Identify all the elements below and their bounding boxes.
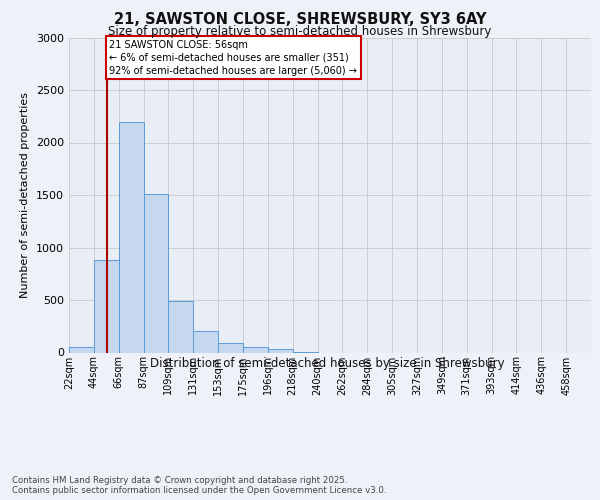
Bar	[218, 343, 243, 352]
Bar	[243, 346, 268, 352]
Bar	[119, 122, 143, 352]
Bar	[169, 301, 193, 352]
Bar	[69, 346, 94, 352]
Text: 21 SAWSTON CLOSE: 56sqm
← 6% of semi-detached houses are smaller (351)
92% of se: 21 SAWSTON CLOSE: 56sqm ← 6% of semi-det…	[109, 40, 357, 76]
Bar	[143, 194, 169, 352]
Bar	[268, 350, 293, 352]
Text: Size of property relative to semi-detached houses in Shrewsbury: Size of property relative to semi-detach…	[109, 25, 491, 38]
Bar	[193, 331, 218, 352]
Text: Contains HM Land Registry data © Crown copyright and database right 2025.
Contai: Contains HM Land Registry data © Crown c…	[12, 476, 386, 495]
Y-axis label: Number of semi-detached properties: Number of semi-detached properties	[20, 92, 31, 298]
Text: 21, SAWSTON CLOSE, SHREWSBURY, SY3 6AY: 21, SAWSTON CLOSE, SHREWSBURY, SY3 6AY	[114, 12, 486, 27]
Text: Distribution of semi-detached houses by size in Shrewsbury: Distribution of semi-detached houses by …	[149, 358, 505, 370]
Bar	[94, 260, 119, 352]
